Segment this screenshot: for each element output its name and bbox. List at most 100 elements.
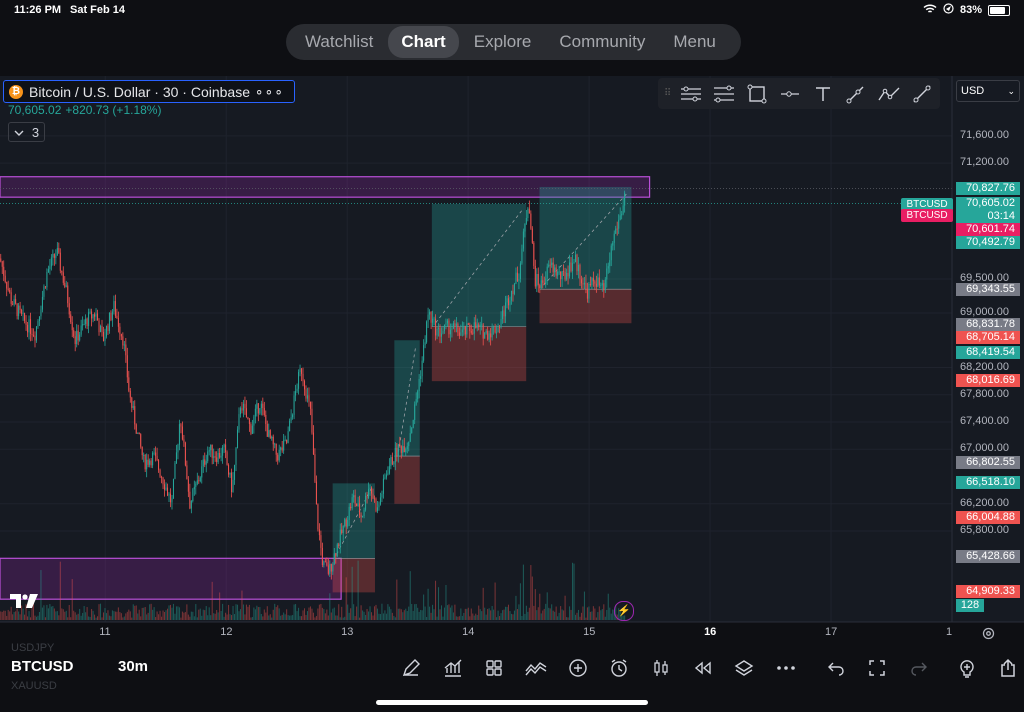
home-indicator[interactable] bbox=[376, 700, 648, 705]
compare-icon[interactable] bbox=[515, 656, 557, 680]
parallel-channel-icon[interactable] bbox=[707, 80, 740, 108]
symbol-header[interactable]: ₿ Bitcoin / U.S. Dollar · 30 · Coinbase … bbox=[3, 80, 295, 103]
price-axis-label: 67,000.00 bbox=[960, 442, 1009, 455]
volume-bar bbox=[105, 613, 107, 620]
share-icon[interactable] bbox=[988, 656, 1024, 680]
drag-handle-icon[interactable]: ⠿ bbox=[664, 88, 672, 99]
positions-layer bbox=[332, 186, 632, 593]
trend-line-icon[interactable] bbox=[905, 80, 938, 108]
timeframe-button[interactable]: 30m bbox=[118, 658, 149, 675]
volume-bar bbox=[460, 608, 462, 620]
fullscreen-icon[interactable] bbox=[857, 656, 899, 680]
layers-icon[interactable] bbox=[724, 656, 766, 680]
candle-body bbox=[433, 318, 435, 320]
candle-body bbox=[503, 310, 505, 317]
volume-bar bbox=[366, 608, 368, 620]
volume-bar bbox=[388, 606, 390, 620]
plus-circle-icon[interactable] bbox=[557, 656, 599, 680]
candle-body bbox=[563, 271, 565, 273]
volume-bar bbox=[494, 582, 496, 620]
candle-body bbox=[479, 324, 481, 327]
candle-body bbox=[306, 395, 309, 399]
brush-icon[interactable] bbox=[839, 80, 872, 108]
volume-bar bbox=[155, 617, 157, 620]
indicators-toggle[interactable]: 3 bbox=[8, 122, 45, 142]
candle-body bbox=[592, 278, 594, 282]
next-symbol[interactable]: XAUUSD bbox=[11, 680, 57, 692]
volume-bar bbox=[439, 609, 441, 620]
volume-bar bbox=[260, 613, 262, 620]
volume-bar bbox=[311, 608, 313, 620]
candle-body bbox=[598, 277, 600, 286]
volume-bar bbox=[591, 611, 593, 620]
candle-body bbox=[55, 255, 57, 258]
candle-body bbox=[134, 406, 136, 425]
candle-body bbox=[455, 323, 457, 326]
tab-community[interactable]: Community bbox=[559, 32, 646, 51]
volume-bar bbox=[522, 564, 524, 620]
more-horizontal-icon[interactable] bbox=[765, 656, 807, 680]
settings-icon[interactable] bbox=[982, 627, 995, 645]
volume-bar bbox=[201, 615, 203, 620]
price-change: +820.73 (+1.18%) bbox=[65, 103, 162, 117]
candle-body bbox=[287, 431, 289, 443]
price-tag: 70,827.76 bbox=[956, 181, 1020, 195]
volume-bar bbox=[473, 615, 475, 620]
candle-body bbox=[156, 455, 158, 461]
current-symbol[interactable]: BTCUSD bbox=[11, 658, 74, 675]
bitcoin-icon: ₿ bbox=[9, 84, 23, 99]
candle-body bbox=[21, 309, 23, 314]
volume-bar bbox=[98, 604, 100, 620]
replay-icon[interactable] bbox=[682, 656, 724, 680]
volume-bar bbox=[137, 613, 139, 620]
tab-chart[interactable]: Chart bbox=[388, 26, 459, 58]
candle-body bbox=[301, 368, 303, 374]
volume-bar bbox=[354, 616, 356, 620]
volume-bar bbox=[149, 604, 151, 620]
volume-bar bbox=[566, 617, 568, 620]
volume-bar bbox=[7, 609, 9, 620]
volume-bar bbox=[116, 611, 118, 620]
horizontal-ray-icon[interactable] bbox=[773, 80, 806, 108]
candle-body bbox=[46, 271, 48, 288]
candle-body bbox=[622, 205, 624, 215]
rectangle-icon[interactable] bbox=[740, 80, 773, 108]
layouts-icon[interactable] bbox=[473, 656, 515, 680]
tab-watchlist[interactable]: Watchlist bbox=[305, 32, 374, 51]
pen-icon[interactable] bbox=[390, 656, 432, 680]
lightning-icon[interactable]: ⚡ bbox=[614, 601, 634, 621]
currency-select[interactable]: USD ⌄ bbox=[956, 80, 1020, 102]
indicators-icon[interactable] bbox=[432, 656, 474, 680]
drawing-toolbar: ⠿ bbox=[658, 78, 940, 109]
redo-icon[interactable] bbox=[898, 656, 940, 680]
candle-body bbox=[303, 380, 306, 390]
candle-body bbox=[427, 314, 429, 322]
text-icon[interactable] bbox=[806, 80, 839, 108]
more-icon[interactable]: ∘∘∘ bbox=[254, 83, 284, 99]
volume-bar bbox=[557, 616, 559, 620]
candle-body bbox=[59, 252, 61, 271]
idea-icon[interactable] bbox=[946, 656, 988, 680]
alert-clock-icon[interactable] bbox=[598, 656, 640, 680]
tab-explore[interactable]: Explore bbox=[473, 32, 532, 51]
path-icon[interactable] bbox=[872, 80, 905, 108]
volume-bar bbox=[385, 613, 387, 620]
volume-bar bbox=[406, 611, 408, 620]
candle-type-icon[interactable] bbox=[640, 656, 682, 680]
volume-bar bbox=[370, 612, 373, 620]
volume-bar bbox=[539, 593, 541, 620]
volume-bar bbox=[572, 562, 574, 620]
tab-menu[interactable]: Menu bbox=[673, 32, 716, 51]
volume-bar bbox=[158, 614, 160, 620]
candle-body bbox=[612, 242, 614, 246]
undo-icon[interactable] bbox=[815, 656, 857, 680]
horizontal-lines-icon[interactable] bbox=[674, 80, 707, 108]
volume-bar bbox=[190, 611, 192, 620]
volume-bar bbox=[238, 611, 240, 620]
candle-body bbox=[9, 290, 11, 293]
volume-bar bbox=[379, 614, 381, 620]
volume-bar bbox=[263, 609, 265, 620]
prev-symbol[interactable]: USDJPY bbox=[11, 642, 55, 654]
candle-body bbox=[262, 403, 264, 408]
